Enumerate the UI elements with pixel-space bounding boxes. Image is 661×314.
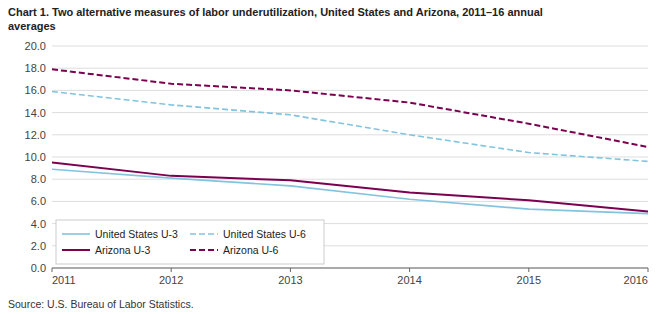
title-line: Chart 1. Two alternative measures of lab… — [8, 6, 543, 18]
x-tick-label: 2012 — [159, 274, 183, 286]
grid-line — [52, 179, 648, 180]
legend-label: United States U-3 — [95, 228, 178, 240]
legend-swatch — [62, 233, 90, 235]
y-tick-label: 20.0 — [25, 40, 46, 52]
grid-line — [52, 134, 648, 135]
title: Chart 1. Two alternative measures of lab… — [8, 6, 543, 32]
grid-line — [52, 268, 648, 269]
legend-swatch — [190, 249, 218, 251]
x-axis-line — [52, 268, 648, 269]
y-tick-label: 16.0 — [25, 84, 46, 96]
series-lines — [52, 69, 648, 213]
y-tick-label: 4.0 — [31, 218, 46, 230]
series-line — [52, 163, 648, 212]
grid-line — [52, 90, 648, 91]
y-tick-label: 10.0 — [25, 151, 46, 163]
legend-label: United States U-6 — [223, 228, 306, 240]
x-tick — [528, 268, 529, 272]
x-tick — [409, 268, 410, 272]
chart: Chart 1. Two alternative measures of lab… — [0, 0, 661, 314]
legend: United States U-3 United States U-6 Arizon… — [56, 220, 324, 264]
x-tick-label: 2011 — [52, 274, 76, 286]
y-tick-label: 2.0 — [31, 240, 46, 252]
y-tick-label: 18.0 — [25, 62, 46, 74]
x-tick — [171, 268, 172, 272]
x-tick — [648, 268, 649, 272]
x-tick-label: 2013 — [278, 274, 302, 286]
y-tick-label: 14.0 — [25, 107, 46, 119]
background — [0, 0, 661, 314]
legend-label: Arizona U-6 — [223, 244, 279, 256]
series-line — [52, 69, 648, 147]
grid-line — [52, 201, 648, 202]
grid — [52, 46, 648, 268]
x-tick — [290, 268, 291, 272]
grid-line — [52, 46, 648, 47]
x-tick-label: 2014 — [397, 274, 421, 286]
legend-swatch — [62, 249, 90, 251]
legend-frame — [56, 220, 324, 264]
source-note: Source: U.S. Bureau of Labor Statistics. — [8, 298, 194, 310]
y-tick-label: 12.0 — [25, 129, 46, 141]
series-line — [52, 169, 648, 213]
series-line — [52, 92, 648, 162]
x-tick-label: 2015 — [517, 274, 541, 286]
x-tick-label: 2016 — [624, 274, 648, 286]
y-tick-label: 6.0 — [31, 195, 46, 207]
y-tick-label: 0.0 — [31, 262, 46, 274]
title-line: averages — [8, 20, 56, 32]
x-tick — [52, 268, 53, 272]
legend-swatch — [190, 233, 218, 235]
grid-line — [52, 112, 648, 113]
y-tick-label: 8.0 — [31, 173, 46, 185]
grid-line — [52, 157, 648, 158]
legend-label: Arizona U-3 — [95, 244, 151, 256]
grid-line — [52, 68, 648, 69]
